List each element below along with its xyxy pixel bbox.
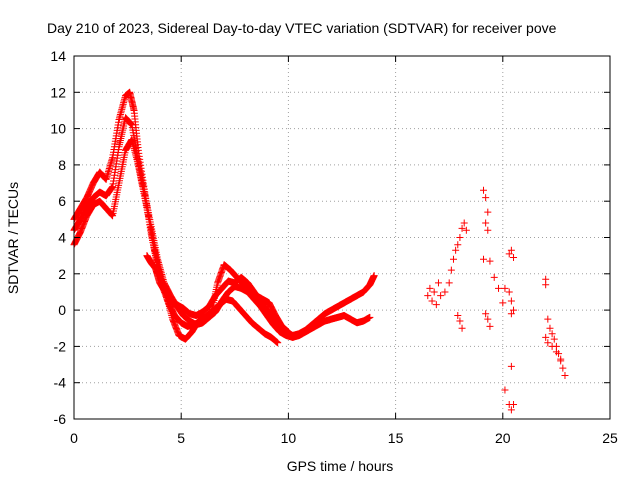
data-point — [460, 219, 468, 227]
data-point — [510, 400, 518, 408]
data-point — [510, 253, 518, 261]
data-point — [542, 281, 550, 289]
data-point — [370, 272, 378, 280]
data-point — [458, 224, 466, 232]
data-point — [544, 339, 552, 347]
data-point — [501, 284, 509, 292]
data-point — [544, 315, 552, 323]
y-tick-label: 2 — [58, 266, 66, 282]
data-point — [445, 279, 453, 287]
data-point — [274, 339, 282, 347]
x-tick-label: 25 — [602, 430, 618, 446]
y-tick-label: 6 — [58, 193, 66, 209]
data-point — [501, 386, 509, 394]
data-point — [557, 355, 565, 363]
data-point — [424, 292, 432, 300]
data-point — [449, 255, 457, 263]
data-point — [447, 266, 455, 274]
series-late-cluster — [424, 186, 569, 414]
x-tick-label: 20 — [495, 430, 511, 446]
data-point — [437, 292, 445, 300]
data-point — [366, 313, 374, 321]
data-point — [486, 257, 494, 265]
data-point — [495, 284, 503, 292]
data-point — [484, 226, 492, 234]
data-point — [454, 241, 462, 249]
data-point — [490, 273, 498, 281]
y-axis-label: SDTVAR / TECUs — [5, 182, 21, 294]
data-point — [482, 194, 490, 202]
grid — [74, 56, 610, 419]
data-point — [284, 328, 292, 336]
x-tick-label: 5 — [177, 430, 185, 446]
y-tick-label: 12 — [50, 84, 66, 100]
data-point — [507, 246, 515, 254]
data-point — [561, 371, 569, 379]
chart-title: Day 210 of 2023, Sidereal Day-to-day VTE… — [47, 20, 557, 36]
data-point — [510, 306, 518, 314]
data-point — [480, 186, 488, 194]
data-point — [505, 250, 513, 258]
data-point — [456, 317, 464, 325]
data-point — [546, 324, 554, 332]
data-point — [430, 288, 438, 296]
data-point — [441, 288, 449, 296]
data-point — [428, 297, 436, 305]
y-tick-label: 0 — [58, 302, 66, 318]
x-tick-label: 10 — [281, 430, 297, 446]
data-point — [507, 310, 515, 318]
data-point — [484, 208, 492, 216]
data-point — [486, 322, 494, 330]
series-track-d — [143, 252, 292, 343]
data-point — [548, 330, 556, 338]
data-point — [426, 284, 434, 292]
data-point — [462, 226, 470, 234]
data-point — [482, 219, 490, 227]
data-point — [559, 364, 567, 372]
data-point — [552, 348, 560, 356]
data-point — [499, 299, 507, 307]
y-tick-label: -4 — [54, 375, 67, 391]
data-point — [480, 255, 488, 263]
y-tick-label: 10 — [50, 121, 66, 137]
data-point — [550, 335, 558, 343]
data-point — [548, 342, 556, 350]
data-point — [542, 333, 550, 341]
data-point — [482, 310, 490, 318]
data-point — [507, 297, 515, 305]
data-point — [456, 234, 464, 241]
y-tick-label: -6 — [54, 411, 67, 427]
y-tick-label: 8 — [58, 157, 66, 173]
y-tick-label: -2 — [54, 338, 67, 354]
data-point — [432, 301, 440, 309]
data-point — [454, 312, 462, 320]
ticks: 0 5 10 15 20 25 -6 -4 -2 0 2 4 6 8 10 12 14 — [50, 48, 618, 446]
data-point — [484, 315, 492, 323]
data-point — [507, 406, 515, 414]
data-point — [505, 288, 513, 296]
x-tick-label: 15 — [388, 430, 404, 446]
y-tick-label: 4 — [58, 230, 66, 246]
data-point — [452, 246, 460, 254]
data-point — [507, 362, 515, 370]
y-tick-label: 14 — [50, 48, 66, 64]
x-tick-label: 0 — [70, 430, 78, 446]
data-point — [458, 324, 466, 332]
x-axis-label: GPS time / hours — [287, 458, 394, 474]
data-points — [70, 88, 569, 414]
data-point — [434, 279, 442, 287]
